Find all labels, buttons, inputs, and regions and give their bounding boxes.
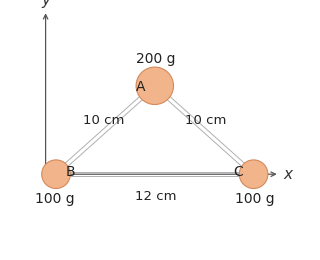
Text: B: B — [66, 165, 75, 179]
Text: 100 g: 100 g — [35, 192, 75, 206]
Text: 10 cm: 10 cm — [185, 114, 226, 127]
Text: 200 g: 200 g — [136, 51, 176, 66]
Text: A: A — [136, 80, 145, 94]
Circle shape — [42, 160, 70, 188]
Text: 100 g: 100 g — [235, 192, 275, 206]
Text: 10 cm: 10 cm — [84, 114, 125, 127]
Text: y: y — [41, 0, 50, 8]
Circle shape — [239, 160, 268, 188]
Text: C: C — [233, 165, 243, 179]
Circle shape — [136, 67, 173, 105]
Text: 12 cm: 12 cm — [135, 190, 177, 203]
Text: x: x — [283, 167, 292, 182]
